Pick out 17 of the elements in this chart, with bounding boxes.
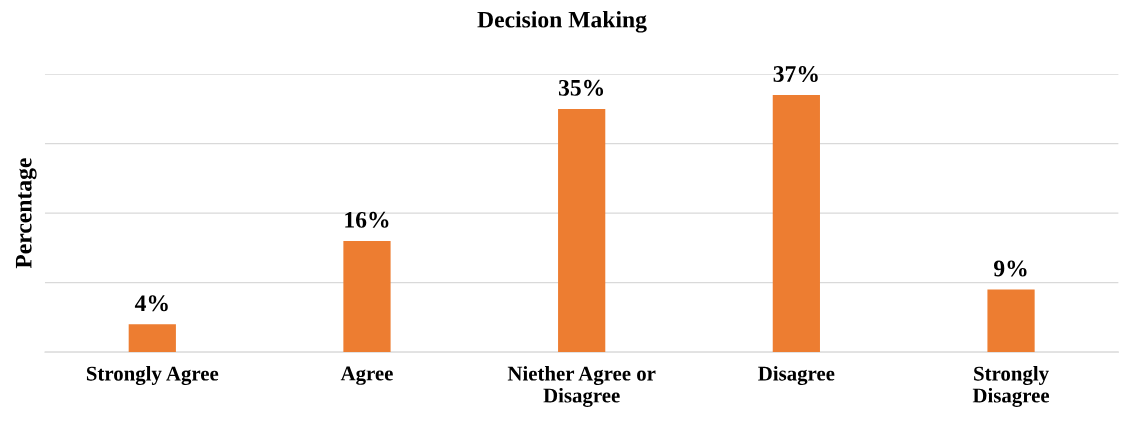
- bar: [772, 95, 820, 353]
- data-label: 35%: [558, 79, 604, 96]
- bar: [987, 289, 1035, 353]
- bar: [343, 240, 391, 353]
- data-label: 4%: [134, 295, 168, 312]
- data-label: 16%: [345, 211, 389, 228]
- x-tick-label: Disagree: [758, 365, 835, 386]
- data-label: 37%: [773, 65, 818, 82]
- bar: [558, 108, 606, 353]
- x-tick-label: Strongly Agree: [86, 365, 219, 386]
- chart-title: Decision Making: [477, 10, 647, 33]
- x-tick-label: Strongly Disagree: [972, 365, 1050, 407]
- x-tick-label: Agree: [340, 366, 393, 385]
- y-axis-title: Percentage: [15, 158, 37, 269]
- data-label: 9%: [993, 260, 1027, 277]
- bar: [128, 324, 176, 353]
- x-tick-label: Niether Agree or Disagree: [507, 365, 656, 407]
